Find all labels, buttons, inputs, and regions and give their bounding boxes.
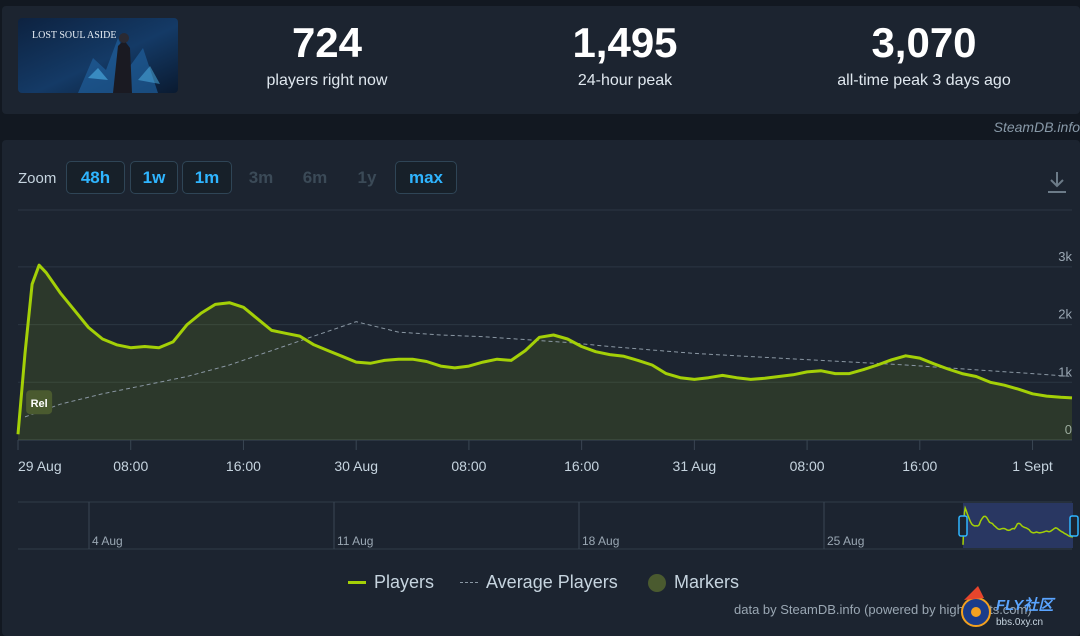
x-tick-label-5: 16:00 bbox=[564, 458, 599, 474]
navigator-label-18-aug: 18 Aug bbox=[582, 534, 619, 548]
legend-markers-label: Markers bbox=[674, 572, 740, 592]
navigator-left-handle[interactable] bbox=[958, 515, 968, 537]
x-tick-label-1: 08:00 bbox=[113, 458, 148, 474]
navigator-right-handle[interactable] bbox=[1069, 515, 1079, 537]
zoom-button-1m[interactable]: 1m bbox=[182, 161, 232, 194]
watermark-title: FLY社区 bbox=[996, 597, 1056, 614]
navigator-series-line bbox=[962, 505, 1074, 545]
chart-legend: Players Average Players Markers bbox=[0, 572, 1080, 596]
stat-24h-peak: 1,495 24-hour peak bbox=[525, 20, 725, 90]
stats-bar bbox=[2, 6, 1080, 114]
current-players-value: 724 bbox=[291, 19, 363, 66]
navigator-tick-18-aug: 18 Aug bbox=[578, 502, 619, 549]
average-players-line bbox=[24, 321, 1073, 418]
navigator-label-25-aug: 25 Aug bbox=[827, 534, 864, 548]
zoom-button-1y: 1y bbox=[357, 167, 377, 187]
y-tick-label-0: 0 bbox=[1065, 422, 1072, 437]
navigator-label-4-aug: 4 Aug bbox=[92, 534, 123, 548]
legend-markers[interactable]: Markers bbox=[648, 572, 739, 593]
legend-average-swatch bbox=[460, 582, 478, 583]
x-tick-label-3: 30 Aug bbox=[334, 458, 378, 474]
all-time-peak-label: all-time peak 3 days ago bbox=[837, 72, 1011, 89]
x-tick-label-9: 1 Sept bbox=[1012, 458, 1053, 474]
stat-all-time-peak: 3,070 all-time peak 3 days ago bbox=[804, 20, 1044, 90]
download-icon[interactable] bbox=[1046, 170, 1068, 194]
zoom-button-6m: 6m bbox=[302, 167, 328, 187]
players-area bbox=[18, 265, 1072, 440]
gridlines bbox=[18, 266, 1072, 441]
legend-players-label: Players bbox=[374, 572, 435, 592]
x-tick-label-7: 08:00 bbox=[790, 458, 825, 474]
x-tick-label-8: 16:00 bbox=[902, 458, 937, 474]
player-count-chart[interactable]: 0 1k 2k 3k 29 Aug 08:00 16:00 30 Aug 08:00 16:00… bbox=[0, 200, 1080, 490]
legend-players-swatch bbox=[348, 581, 366, 584]
all-time-peak-value: 3,070 bbox=[871, 19, 977, 66]
legend-average-label: Average Players bbox=[486, 572, 618, 592]
release-marker[interactable]: Rel bbox=[26, 390, 53, 415]
current-players-label: players right now bbox=[266, 72, 388, 89]
range-navigator[interactable]: 4 Aug 11 Aug 18 Aug 25 Aug bbox=[0, 500, 1080, 560]
zoom-button-max[interactable]: max bbox=[395, 161, 457, 194]
x-tick-label-2: 16:00 bbox=[226, 458, 261, 474]
legend-players[interactable]: Players bbox=[348, 572, 434, 593]
chart-panel bbox=[2, 140, 1080, 636]
navigator-tick-11-aug: 11 Aug bbox=[333, 502, 373, 549]
navigator-tick-25-aug: 25 Aug bbox=[823, 502, 864, 549]
watermark-url: bbs.0xy.cn bbox=[996, 617, 1043, 628]
zoom-button-3m: 3m bbox=[248, 167, 274, 187]
fly-community-watermark: FLY社区 bbs.0xy.cn bbox=[961, 586, 1056, 628]
x-tick-label-6: 31 Aug bbox=[673, 458, 717, 474]
stat-current-players: 724 players right now bbox=[247, 20, 407, 90]
source-credit-top[interactable]: SteamDB.info bbox=[993, 119, 1080, 135]
x-tick-label-0: 29 Aug bbox=[18, 458, 62, 474]
zoom-label: Zoom bbox=[18, 170, 57, 187]
navigator-selection[interactable] bbox=[963, 503, 1073, 548]
legend-average-players[interactable]: Average Players bbox=[460, 572, 618, 593]
legend-markers-swatch bbox=[648, 573, 666, 592]
game-art-title: LOST SOUL ASIDE bbox=[32, 30, 116, 41]
y-tick-label-1k: 1k bbox=[1058, 364, 1072, 379]
data-credit[interactable]: data by SteamDB.info (powered by highcha… bbox=[734, 602, 1032, 617]
players-points bbox=[17, 265, 1073, 435]
peak-24h-value: 1,495 bbox=[572, 19, 678, 66]
x-tick-label-4: 08:00 bbox=[451, 458, 486, 474]
y-tick-label-3k: 3k bbox=[1058, 249, 1072, 264]
x-axis-ticks: 29 Aug 08:00 16:00 30 Aug 08:00 16:00 31 Aug 08… bbox=[17, 440, 1053, 474]
navigator-tick-4-aug: 4 Aug bbox=[88, 502, 123, 549]
y-tick-label-2k: 2k bbox=[1058, 307, 1072, 322]
navigator-label-11-aug: 11 Aug bbox=[337, 534, 373, 548]
peak-24h-label: 24-hour peak bbox=[577, 72, 673, 89]
zoom-button-1w[interactable]: 1w bbox=[130, 161, 178, 194]
release-marker-label: Rel bbox=[31, 398, 48, 410]
game-header-image[interactable]: LOST SOUL ASIDE bbox=[18, 18, 178, 93]
zoom-button-48h[interactable]: 48h bbox=[66, 161, 125, 194]
players-line bbox=[16, 263, 1073, 435]
